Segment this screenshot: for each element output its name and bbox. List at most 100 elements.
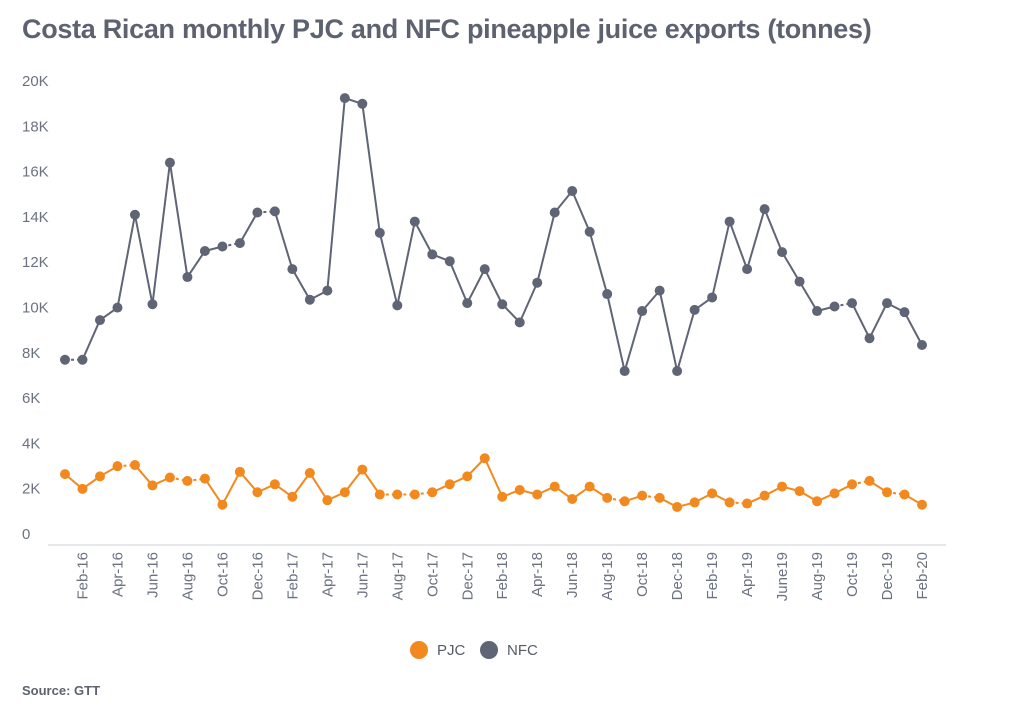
series-pjc-segment: [221, 471, 241, 506]
series-pjc-point: [777, 481, 788, 492]
series-pjc-point: [637, 490, 648, 501]
x-tick-label: Dec-18: [669, 552, 686, 600]
series-pjc-segment: [204, 478, 224, 506]
series-nfc-segment: [168, 162, 189, 278]
series-nfc-segment: [711, 221, 731, 298]
series-pjc-point: [917, 499, 927, 510]
series-nfc-segment: [903, 311, 923, 346]
series-nfc-segment: [676, 309, 696, 372]
legend-label-nfc: NFC: [507, 642, 538, 659]
x-tick-label: Feb-16: [74, 552, 91, 600]
series-nfc-point: [759, 204, 770, 215]
series-nfc-segment: [728, 221, 749, 270]
source-note: Source: GTT: [22, 683, 101, 698]
series-nfc-point: [812, 306, 823, 317]
series-nfc-point: [602, 289, 613, 300]
series-pjc-point: [654, 492, 665, 503]
series-pjc-point: [899, 489, 910, 500]
series-pjc-point: [112, 461, 123, 472]
series-nfc: [60, 93, 927, 377]
x-tick-label: Dec-19: [879, 552, 896, 600]
x-axis: Feb-16 Apr-16 Jun-16 Aug-16 Oct-16 Dec-16 Feb-…: [74, 552, 931, 601]
x-tick-label: Oct-19: [844, 552, 861, 597]
series-nfc-point: [549, 207, 560, 218]
series-pjc-point: [549, 481, 560, 492]
x-tick-label: June19: [774, 552, 791, 601]
x-tick-label: Oct-18: [634, 552, 651, 597]
series-pjc-point: [199, 473, 210, 484]
series-nfc-point: [182, 272, 193, 283]
series-nfc-segment: [273, 211, 294, 270]
series-nfc-point: [147, 299, 158, 310]
y-tick-label: 8K: [22, 345, 40, 362]
series-nfc-point: [654, 285, 665, 296]
series-pjc-point: [287, 491, 298, 502]
series-pjc-point: [94, 471, 105, 482]
series-pjc-point: [619, 496, 630, 507]
series-nfc-point: [287, 264, 298, 275]
legend-label-pjc: PJC: [437, 642, 466, 659]
legend: PJC NFC: [410, 641, 538, 659]
series-nfc-point: [847, 298, 858, 309]
series-nfc-point: [234, 238, 245, 249]
series-nfc-segment: [571, 190, 591, 233]
y-tick-label: 10K: [22, 300, 49, 317]
series-nfc-segment: [413, 221, 434, 255]
series-pjc-point: [409, 489, 420, 500]
x-tick-label: Apr-19: [739, 552, 756, 597]
series-pjc: [60, 453, 927, 512]
series-nfc-point: [724, 216, 735, 227]
series-nfc-point: [479, 264, 490, 275]
series-pjc-point: [707, 488, 718, 499]
series-nfc-segment: [746, 208, 766, 270]
x-tick-label: Aug-16: [179, 552, 196, 600]
y-tick-label: 0: [22, 526, 30, 543]
series-nfc-segment: [186, 250, 206, 278]
series-nfc-point: [304, 294, 315, 305]
series-pjc-point: [147, 480, 158, 491]
series-nfc-point: [164, 157, 175, 168]
series-pjc-point: [584, 481, 595, 492]
x-tick-label: Aug-18: [599, 552, 616, 600]
series-nfc-segment: [588, 231, 609, 295]
series-nfc-segment: [851, 302, 871, 339]
x-tick-label: Oct-16: [214, 552, 231, 597]
series-nfc-point: [514, 317, 525, 328]
y-tick-label: 14K: [22, 209, 49, 226]
series-nfc-point: [567, 185, 578, 196]
x-tick-label: Apr-16: [109, 552, 126, 597]
series-nfc-segment: [239, 212, 259, 244]
series-pjc-point: [864, 475, 875, 486]
series-nfc-segment: [326, 98, 346, 291]
y-tick-label: 18K: [22, 118, 49, 135]
series-nfc-point: [427, 249, 438, 260]
x-tick-label: Jun-18: [564, 552, 581, 598]
series-nfc-segment: [868, 302, 888, 339]
series-nfc-point: [409, 216, 420, 227]
series-pjc-point: [77, 483, 88, 494]
series-pjc-point: [479, 453, 490, 464]
series-nfc-point: [199, 246, 210, 257]
series-nfc-point: [339, 93, 350, 104]
series-nfc-segment: [518, 282, 539, 323]
x-tick-label: Feb-19: [704, 552, 721, 600]
series-nfc-point: [129, 209, 140, 220]
series-pjc-point: [164, 472, 175, 483]
series-nfc-point: [112, 302, 123, 313]
series-nfc-segment: [483, 268, 504, 305]
series-nfc-point: [357, 98, 368, 109]
x-tick-label: Apr-17: [319, 552, 336, 597]
series-pjc-point: [427, 487, 438, 498]
series-pjc-point: [304, 467, 315, 478]
y-tick-label: 4K: [22, 435, 40, 452]
series-nfc-segment: [763, 208, 784, 253]
chart-title: Costa Rican monthly PJC and NFC pineappl…: [22, 14, 872, 44]
legend-marker-nfc: [480, 641, 498, 659]
series-nfc-point: [497, 299, 508, 310]
series-pjc-point: [882, 487, 893, 498]
series-nfc-point: [637, 306, 648, 317]
y-tick-label: 20K: [22, 73, 49, 90]
series-nfc-point: [77, 354, 88, 365]
series-nfc-point: [742, 264, 753, 275]
